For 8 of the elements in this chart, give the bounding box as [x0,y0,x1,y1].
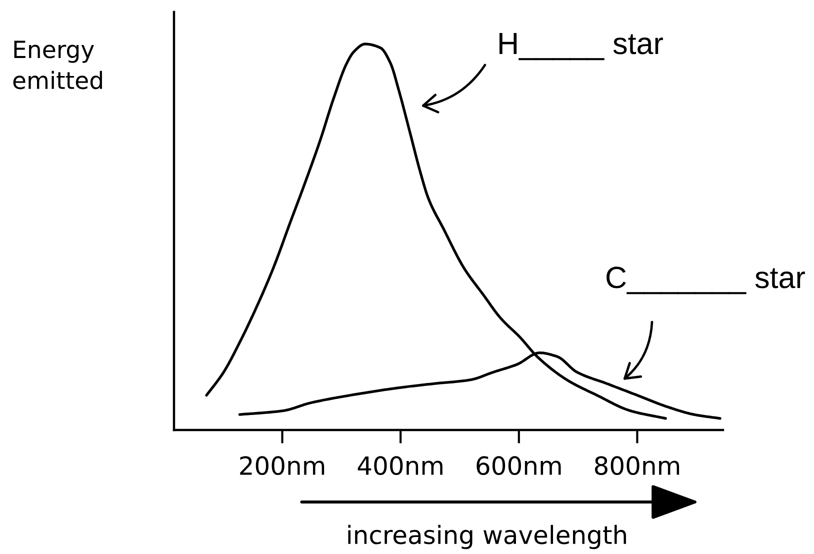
x-tick-label: 400nm [358,456,442,476]
x-axis-title: increasing wavelength [348,524,626,550]
y-axis-title: Energy emitted [13,40,102,90]
annotation: H_____ star [500,32,663,60]
annotation: C_______ star [606,266,805,294]
x-tick-label: 200nm [240,456,324,476]
x-tick-label: 600nm [476,456,561,476]
x-tick-label: 800nm [594,456,680,476]
